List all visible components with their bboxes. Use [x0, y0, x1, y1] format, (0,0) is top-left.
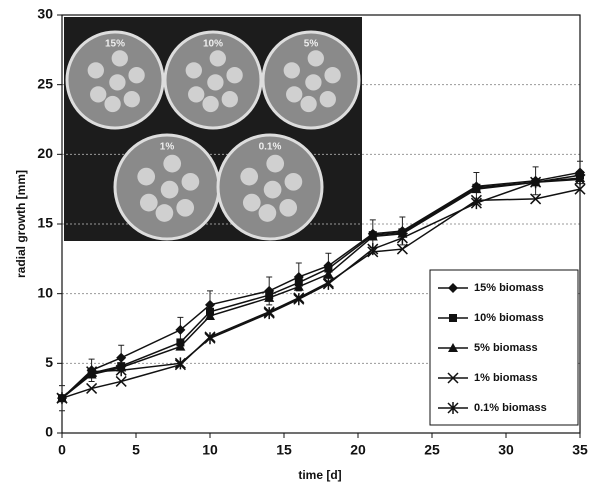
y-tick-label: 25 — [37, 75, 53, 91]
inset-label: 10% — [203, 39, 223, 50]
colony — [285, 173, 303, 191]
colony — [243, 194, 261, 212]
colony — [324, 67, 340, 83]
colony — [112, 50, 128, 66]
colony — [308, 50, 324, 66]
colony — [88, 62, 104, 78]
colony — [286, 86, 302, 102]
colony — [124, 91, 140, 107]
colony — [128, 67, 144, 83]
colony — [222, 91, 238, 107]
colony — [109, 74, 125, 90]
x-tick-label: 10 — [202, 442, 218, 458]
x-tick-label: 35 — [572, 442, 588, 458]
colony — [163, 155, 181, 173]
legend-label: 15% biomass — [474, 282, 544, 294]
marker — [205, 332, 215, 344]
inset-label: 0.1% — [259, 142, 282, 153]
colony — [305, 74, 321, 90]
marker — [397, 232, 407, 244]
colony — [300, 96, 316, 112]
y-tick-label: 0 — [45, 424, 53, 440]
y-tick-label: 10 — [37, 284, 53, 300]
colony — [259, 204, 277, 222]
colony — [90, 86, 106, 102]
colony — [188, 86, 204, 102]
inset-label: 15% — [105, 39, 125, 50]
x-tick-label: 5 — [132, 442, 140, 458]
inset-label: 5% — [304, 39, 319, 50]
colony — [176, 199, 194, 217]
legend-label: 5% biomass — [474, 342, 538, 354]
colony — [137, 168, 155, 186]
colony — [104, 96, 120, 112]
colony — [140, 194, 158, 212]
colony — [156, 204, 174, 222]
colony — [266, 155, 284, 173]
y-tick-label: 30 — [37, 6, 53, 22]
x-axis-label: time [d] — [298, 468, 341, 482]
marker — [116, 353, 126, 363]
legend-label: 1% biomass — [474, 372, 538, 384]
colony — [161, 181, 179, 199]
y-axis-label: radial growth [mm] — [14, 170, 28, 278]
colony — [226, 67, 242, 83]
colony — [182, 173, 200, 191]
legend-label: 0.1% biomass — [474, 402, 547, 414]
colony — [186, 62, 202, 78]
x-tick-label: 20 — [350, 442, 366, 458]
marker — [87, 383, 97, 393]
colony — [207, 74, 223, 90]
legend-marker — [449, 314, 457, 322]
colony — [279, 199, 297, 217]
y-tick-label: 20 — [37, 145, 53, 161]
colony — [202, 96, 218, 112]
y-tick-label: 5 — [45, 354, 53, 370]
x-tick-label: 0 — [58, 442, 66, 458]
x-tick-label: 25 — [424, 442, 440, 458]
chart: time [d] radial growth [mm] 0 5 10 15 20 25 30… — [0, 0, 594, 488]
colony — [284, 62, 300, 78]
colony — [264, 181, 282, 199]
y-tick-label: 15 — [37, 215, 53, 231]
marker — [116, 376, 126, 386]
legend: 15% biomass 10% biomass 5% biomass 1% bioma… — [430, 270, 578, 425]
colony — [320, 91, 336, 107]
colony — [240, 168, 258, 186]
x-tick-label: 30 — [498, 442, 514, 458]
x-tick-label: 15 — [276, 442, 292, 458]
inset-label: 1% — [160, 142, 175, 153]
legend-label: 10% biomass — [474, 312, 544, 324]
colony — [210, 50, 226, 66]
